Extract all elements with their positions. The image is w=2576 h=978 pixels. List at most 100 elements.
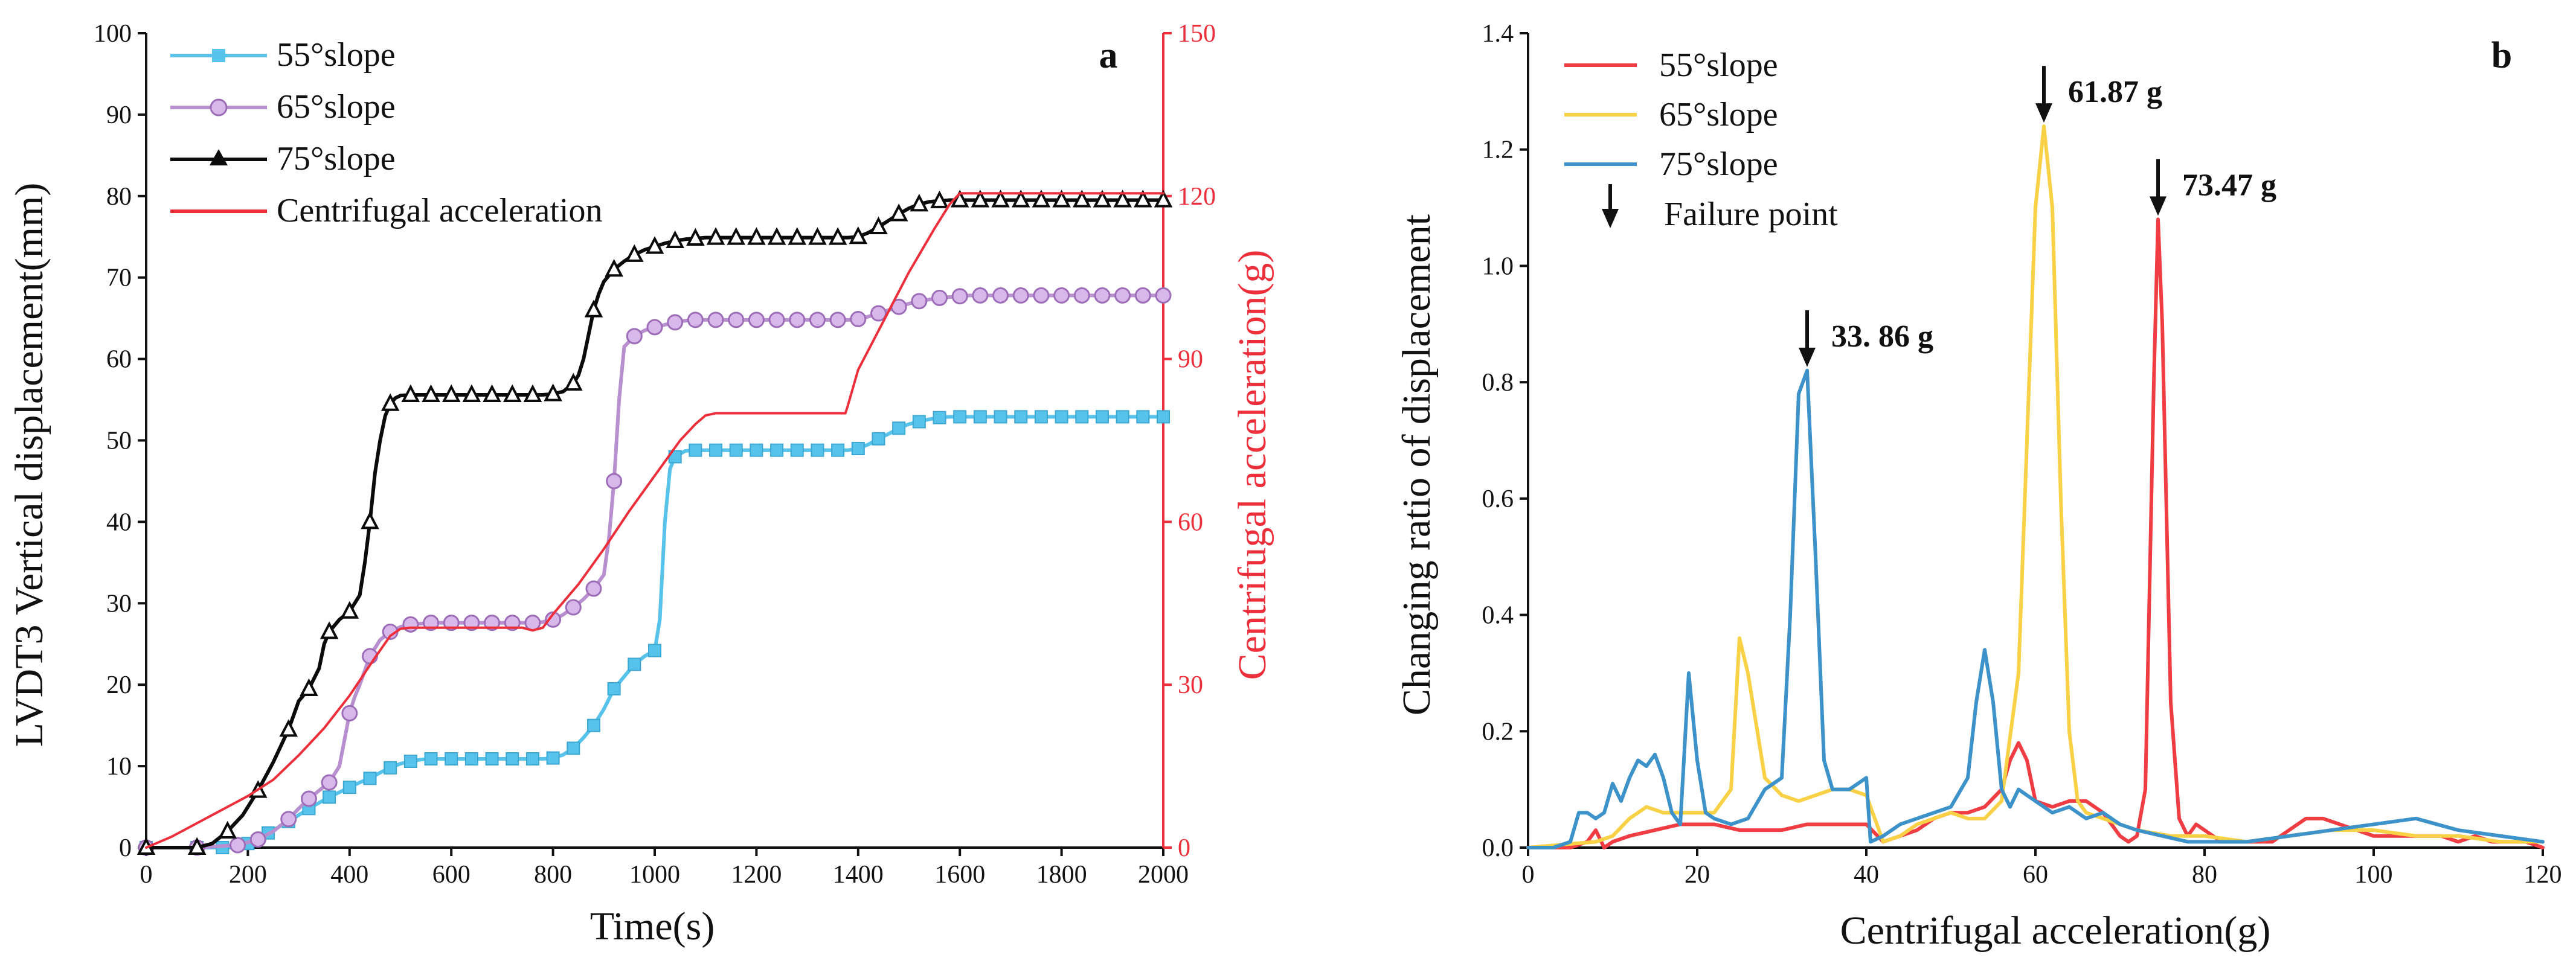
panel-a-x-tick-label: 1000 [629,861,680,889]
panel-b-x-tick-label: 100 [2355,861,2393,889]
series-line-s75 [144,198,1165,849]
data-point-s65 [1134,287,1151,304]
legend-b-b75-label: 75°slope [1659,145,1778,183]
legend-a-item-s65: 65°slope [170,88,396,126]
data-point-s75 [971,190,990,208]
panel-a-label: a [1099,35,1118,76]
data-point-s55 [445,752,458,765]
data-point-s75 [523,384,542,402]
panel-b-legend: 55°slope 65°slope 75°slope Failure point [1564,46,1838,233]
data-point-s55 [1075,410,1089,424]
data-point-s65 [809,312,826,328]
data-point-s75 [828,227,847,245]
data-point-s75 [279,719,298,737]
data-point-s55 [1055,410,1068,424]
panel-b-y-tick-label: 0.0 [1482,834,1514,862]
panel-b-axes: 0 20 40 60 80 100 120 0.0 0.2 0.4 0.6 0.8 1.0 1.2 1.4 [1482,20,2562,889]
panel-a-y-tick-label: 100 [94,20,132,48]
series-markers-s55 [140,410,1170,854]
panel-b-y-tick-label: 1.4 [1482,20,1514,48]
panel-b-y-tick-label: 0.4 [1482,602,1514,630]
data-point-s55 [424,752,438,765]
data-point-s65 [707,312,724,328]
data-point-s75 [1032,190,1051,208]
data-point-s55 [1157,410,1170,424]
data-point-s55 [1034,410,1048,424]
data-point-s65 [972,287,989,304]
panel-b-x-tick-label: 60 [2023,861,2048,889]
data-point-s55 [831,443,845,457]
failure-arrow-icon [1799,347,1816,367]
data-point-s75 [727,227,746,245]
failure-arrow-icon [2150,196,2166,216]
data-point-s65 [606,473,623,490]
panel-a-axes: 0 200 400 600 800 1000 1200 1400 1600 1800 2000010… [94,20,1216,889]
data-point-s75 [1072,190,1091,208]
panel-a-y2-label: Centrifugal acceleration(g) [1230,250,1274,680]
data-point-s75 [401,384,420,402]
data-point-s65 [300,790,317,807]
legend-b-item-b65: 65°slope [1564,96,1778,133]
data-point-s75 [889,203,908,222]
data-point-s55 [323,790,336,804]
data-point-s65 [1053,287,1070,304]
legend-a-s65-marker [210,98,228,117]
data-point-s55 [1136,410,1150,424]
data-point-s65 [585,580,602,597]
failure-point-label: 73.47 g [2182,168,2276,202]
panel-a-x-tick-label: 600 [432,861,471,889]
data-point-s65 [748,312,765,328]
panel-a-legend: 55°slope 65°slope 75°slope Centrifugal a… [170,36,603,229]
data-point-s65 [230,837,246,854]
failure-arrow-icon [2035,103,2052,123]
panel-a-x-tick-label: 1200 [731,861,782,889]
data-point-s55 [607,682,621,695]
data-point-s75 [808,227,827,245]
data-point-s55 [851,441,865,455]
data-point-s65 [402,616,419,633]
data-point-s75 [666,230,684,248]
data-point-s65 [341,705,358,721]
data-point-s65 [423,615,440,631]
panel-b-label: b [2491,35,2512,76]
data-point-s65 [911,293,928,310]
failure-point-label: 61.87 g [2068,75,2162,109]
data-point-s75 [381,393,400,411]
panel-b-x-tick-label: 40 [1854,861,1879,889]
data-point-s75 [747,227,766,245]
series-line-b55 [1526,217,2545,849]
failure-point-annotation: 61.87 g [2035,66,2162,123]
panel-a-x-tick-label: 400 [330,861,368,889]
panel-a-y-tick-label: 80 [106,183,132,211]
data-point-s75 [218,820,237,839]
data-point-s55 [973,410,987,424]
data-point-s75 [849,226,868,245]
data-point-s75 [625,244,644,262]
data-point-s55 [464,752,478,765]
panel-b-series: 33. 86 g 61.87 g 73.47 g [1526,66,2545,849]
data-point-s65 [850,310,867,327]
data-point-s55 [912,415,926,429]
failure-point-label: 33. 86 g [1831,319,1933,354]
data-point-s75 [645,236,664,254]
data-point-s75 [187,837,207,855]
panel-b: b Centrifugal acceleration(g) Changing r… [1395,20,2562,953]
series-line-b65 [1526,124,2545,849]
data-point-s75 [503,384,522,402]
panel-b-x-label: Centrifugal acceleration(g) [1840,909,2271,953]
series-line-s65 [144,293,1165,849]
data-point-s65 [870,305,887,322]
panel-a-y-tick-label: 60 [106,346,132,374]
panel-a-x-tick-label: 200 [229,861,267,889]
panel-a-x-tick-label: 1400 [833,861,884,889]
data-point-s75 [320,621,339,639]
data-point-s55 [506,752,519,765]
series-markers-s65 [138,287,1172,856]
data-point-s55 [770,443,784,457]
legend-a-item-s55: 55°slope [170,36,396,74]
panel-a-y-tick-label: 30 [106,590,132,618]
data-point-s65 [1155,287,1172,304]
failure-point-annotation: 73.47 g [2150,159,2276,216]
legend-b-b65-label: 65°slope [1659,96,1778,133]
data-point-s75 [767,227,786,245]
